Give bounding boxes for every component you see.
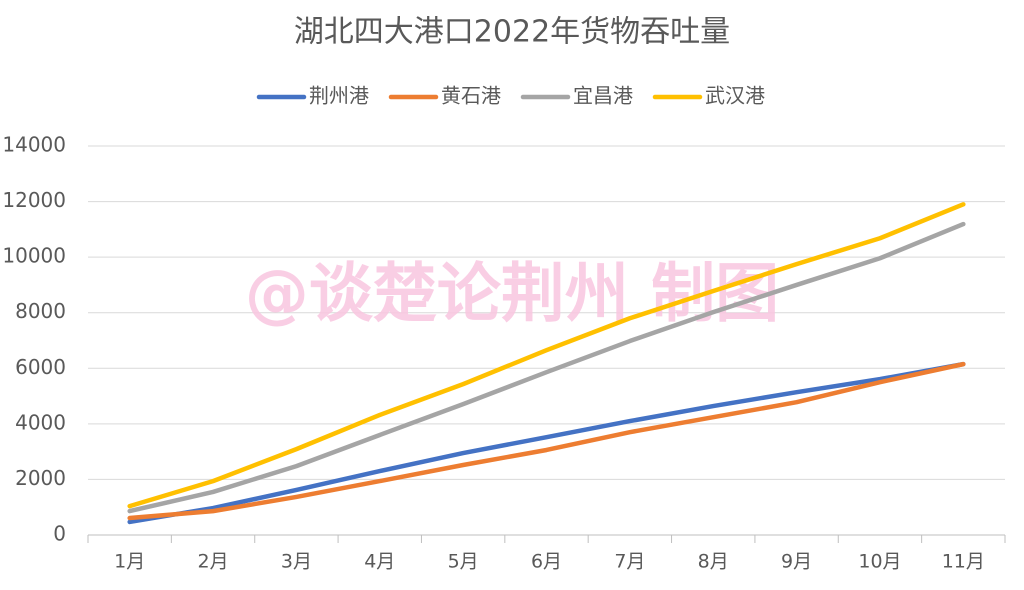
y-tick-label: 10000: [2, 244, 66, 268]
x-tick-label: 10月: [858, 551, 901, 573]
x-tick-label: 5月: [448, 551, 479, 573]
x-tick-label: 1月: [114, 551, 145, 573]
y-tick-label: 6000: [15, 355, 66, 379]
y-tick-label: 14000: [2, 133, 66, 157]
legend-label: 武汉港: [705, 84, 765, 108]
series-line: [127, 361, 966, 521]
y-tick-label: 2000: [15, 466, 66, 490]
legend: 荆州港 黄石港 宜昌港 武汉港: [256, 84, 765, 108]
legend-label: 宜昌港: [573, 84, 633, 108]
series-line: [127, 361, 966, 525]
legend-label: 黄石港: [441, 84, 501, 108]
series-line: [127, 221, 966, 514]
y-tick-label: 0: [53, 522, 66, 546]
x-tick-label: 7月: [614, 551, 645, 573]
x-tick-label: 3月: [281, 551, 312, 573]
x-tick-label: 2月: [197, 551, 228, 573]
x-tick-label: 6月: [531, 551, 562, 573]
legend-label: 荆州港: [309, 84, 369, 108]
x-tick-label: 8月: [698, 551, 729, 573]
y-tick-label: 4000: [15, 410, 66, 434]
series-line: [127, 202, 966, 509]
x-tick-label: 4月: [364, 551, 395, 573]
x-tick-label: 9月: [781, 551, 812, 573]
x-tick-label: 11月: [942, 551, 985, 573]
y-tick-label: 12000: [2, 188, 66, 212]
chart-title: 湖北四大港口2022年货物吞吐量: [294, 15, 730, 50]
y-tick-label: 8000: [15, 299, 66, 323]
